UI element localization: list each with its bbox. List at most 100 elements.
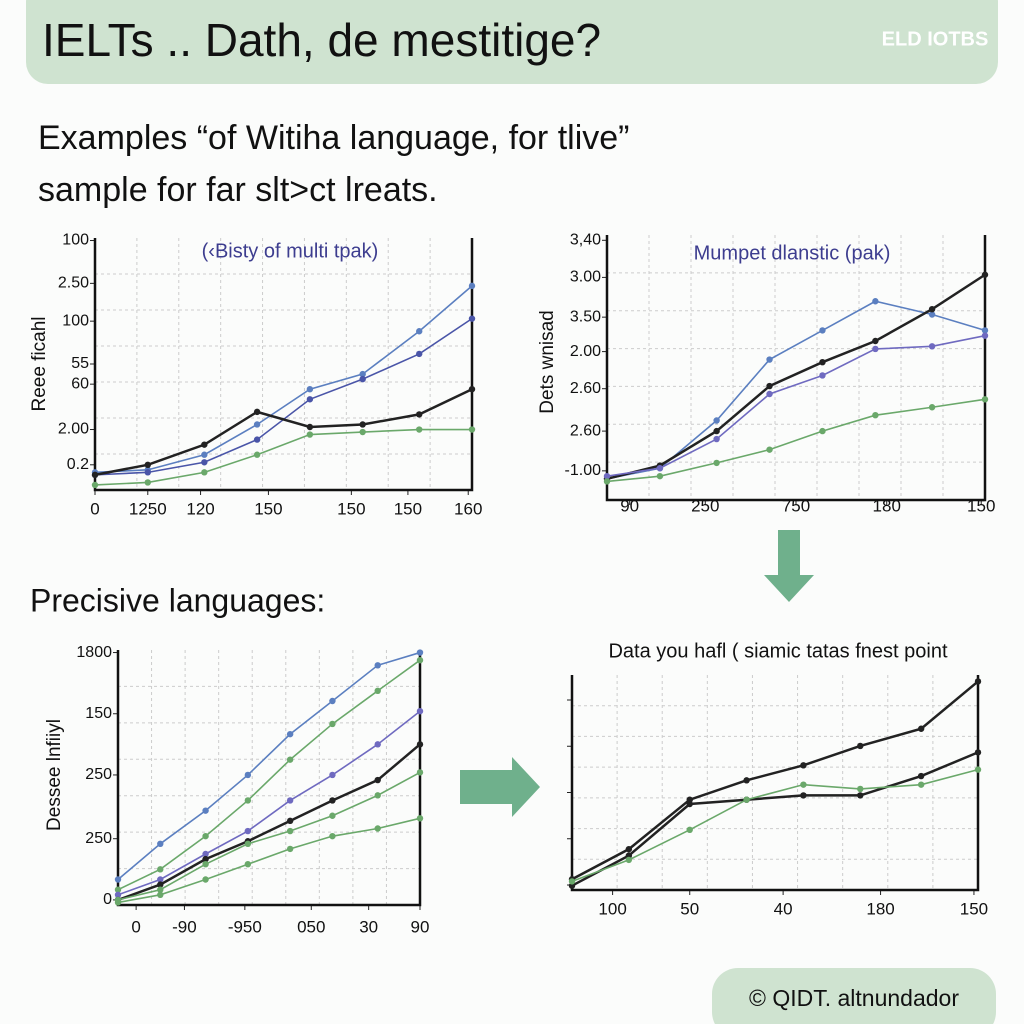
data-point: [917, 781, 925, 788]
axes: [605, 235, 987, 502]
data-point: [374, 825, 381, 832]
data-point: [416, 815, 424, 822]
series-line: [94, 285, 473, 474]
data-point: [766, 446, 773, 453]
data-point: [306, 386, 314, 393]
data-point: [981, 271, 989, 278]
data-point: [244, 771, 252, 779]
data-point: [857, 742, 864, 750]
data-point: [603, 478, 611, 485]
series-line: [606, 398, 986, 483]
y-tick-label: 100: [62, 232, 89, 249]
data-point: [202, 861, 209, 868]
data-point: [157, 876, 164, 883]
data-point: [374, 776, 381, 784]
data-point: [800, 792, 807, 799]
data-point: [713, 459, 720, 467]
data-point: [202, 807, 209, 814]
data-point: [286, 797, 294, 804]
data-point: [981, 396, 989, 403]
data-point: [686, 800, 693, 808]
data-point: [872, 412, 879, 419]
data-point: [114, 876, 122, 883]
data-point: [416, 741, 424, 748]
logo: ELD IOTBS: [882, 28, 989, 50]
data-point: [766, 390, 773, 398]
data-point: [800, 762, 807, 769]
data-point: [928, 311, 936, 318]
data-point: [253, 421, 261, 428]
data-point: [144, 461, 151, 468]
y-tick-label: 0.2: [67, 456, 89, 473]
series-line: [571, 680, 979, 881]
charts: 100 2.50 100 55 60 2.00 0.2 0 1250 120 150 150 150 16…: [29, 232, 995, 937]
data-point: [157, 866, 164, 873]
series-line: [117, 771, 421, 901]
data-point: [928, 404, 936, 411]
data-point: [144, 469, 151, 476]
series-line: [94, 388, 473, 477]
x-tick-label: 120: [186, 499, 214, 518]
data-point: [800, 781, 807, 788]
data-point: [374, 741, 381, 748]
data-point: [329, 797, 336, 804]
data-point: [286, 827, 294, 835]
data-point: [329, 697, 336, 705]
series-line: [117, 651, 421, 881]
data-point: [329, 832, 336, 840]
data-point: [416, 328, 423, 335]
series-line: [117, 743, 421, 902]
y-tick-label: -1.00: [565, 462, 602, 479]
y-tick-label: 2.00: [58, 421, 89, 438]
data-point: [568, 878, 576, 885]
data-point: [306, 423, 314, 431]
y-tick-label: 250: [85, 830, 112, 847]
data-point: [306, 396, 314, 403]
data-point: [157, 891, 164, 898]
data-point: [857, 785, 864, 793]
x-tick-label: -90: [172, 917, 197, 936]
data-point: [656, 472, 664, 480]
data-point: [286, 756, 294, 763]
data-point: [872, 345, 879, 353]
x-tick-label: 30: [359, 917, 378, 936]
footer-text: © QIDT. altnundador: [749, 985, 959, 1011]
data-point: [981, 332, 989, 339]
data-point: [743, 796, 750, 803]
data-point: [157, 881, 164, 888]
data-point: [359, 421, 366, 428]
data-point: [253, 451, 261, 458]
x-tick-label: 100: [598, 899, 626, 918]
footer-badge: [712, 968, 996, 1029]
data-point: [202, 855, 209, 863]
data-point: [743, 777, 750, 784]
y-tick-label: 60: [71, 375, 89, 392]
data-point: [157, 840, 164, 847]
data-point: [374, 662, 381, 669]
data-point: [374, 792, 381, 799]
data-point: [286, 845, 294, 853]
y-tick-label: 2.60: [570, 422, 601, 439]
data-point: [91, 481, 99, 489]
x-tick-label: 0: [131, 917, 140, 936]
y-axis-label: Dessee lnfiiyl: [44, 719, 65, 831]
data-point: [114, 886, 122, 893]
data-point: [329, 720, 336, 728]
series-line: [117, 710, 421, 896]
series-line: [571, 768, 979, 883]
data-point: [928, 343, 936, 350]
data-point: [713, 427, 720, 435]
data-point: [202, 850, 209, 858]
intro-line: sample for far slt>ct lreats.: [38, 171, 438, 209]
data-point: [114, 891, 122, 898]
data-point: [872, 337, 879, 345]
x-tick-label: 150: [394, 499, 422, 518]
data-point: [253, 436, 261, 443]
data-point: [329, 771, 336, 779]
x-tick-label: 150: [254, 499, 282, 518]
data-point: [359, 428, 366, 436]
data-point: [144, 479, 151, 486]
data-point: [974, 749, 982, 756]
